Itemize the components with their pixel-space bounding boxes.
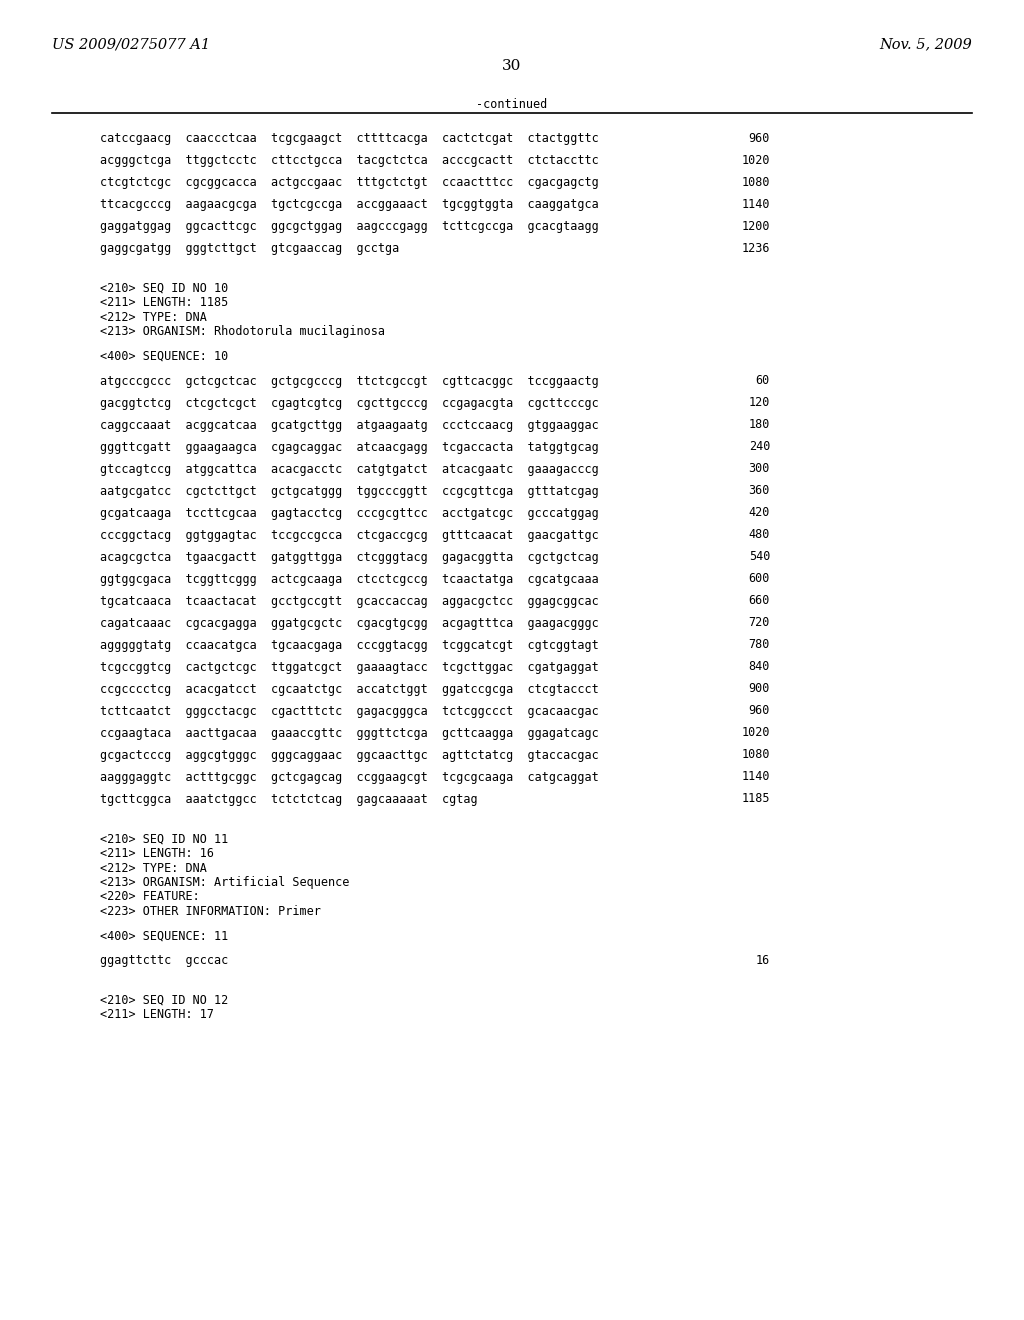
Text: 360: 360	[749, 484, 770, 498]
Text: catccgaacg  caaccctcaa  tcgcgaagct  cttttcacga  cactctcgat  ctactggttc: catccgaacg caaccctcaa tcgcgaagct cttttca…	[100, 132, 599, 145]
Text: acgggctcga  ttggctcctc  cttcctgcca  tacgctctca  acccgcactt  ctctaccttc: acgggctcga ttggctcctc cttcctgcca tacgctc…	[100, 154, 599, 168]
Text: 1140: 1140	[741, 198, 770, 211]
Text: 30: 30	[503, 59, 521, 73]
Text: ccgcccctcg  acacgatcct  cgcaatctgc  accatctggt  ggatccgcga  ctcgtaccct: ccgcccctcg acacgatcct cgcaatctgc accatct…	[100, 682, 599, 696]
Text: <211> LENGTH: 16: <211> LENGTH: 16	[100, 847, 214, 861]
Text: 720: 720	[749, 616, 770, 630]
Text: 180: 180	[749, 418, 770, 432]
Text: cagatcaaac  cgcacgagga  ggatgcgctc  cgacgtgcgg  acgagtttca  gaagacgggc: cagatcaaac cgcacgagga ggatgcgctc cgacgtg…	[100, 616, 599, 630]
Text: 1200: 1200	[741, 220, 770, 234]
Text: 420: 420	[749, 507, 770, 520]
Text: 1020: 1020	[741, 726, 770, 739]
Text: <212> TYPE: DNA: <212> TYPE: DNA	[100, 862, 207, 874]
Text: <220> FEATURE:: <220> FEATURE:	[100, 891, 200, 903]
Text: aatgcgatcc  cgctcttgct  gctgcatggg  tggcccggtt  ccgcgttcga  gtttatcgag: aatgcgatcc cgctcttgct gctgcatggg tggcccg…	[100, 484, 599, 498]
Text: <223> OTHER INFORMATION: Primer: <223> OTHER INFORMATION: Primer	[100, 906, 321, 917]
Text: tcgccggtcg  cactgctcgc  ttggatcgct  gaaaagtacc  tcgcttggac  cgatgaggat: tcgccggtcg cactgctcgc ttggatcgct gaaaagt…	[100, 660, 599, 673]
Text: -continued: -continued	[476, 98, 548, 111]
Text: aagggaggtc  actttgcggc  gctcgagcag  ccggaagcgt  tcgcgcaaga  catgcaggat: aagggaggtc actttgcggc gctcgagcag ccggaag…	[100, 771, 599, 784]
Text: 540: 540	[749, 550, 770, 564]
Text: cccggctacg  ggtggagtac  tccgccgcca  ctcgaccgcg  gtttcaacat  gaacgattgc: cccggctacg ggtggagtac tccgccgcca ctcgacc…	[100, 528, 599, 541]
Text: 16: 16	[756, 954, 770, 968]
Text: <213> ORGANISM: Rhodotorula mucilaginosa: <213> ORGANISM: Rhodotorula mucilaginosa	[100, 326, 385, 338]
Text: <211> LENGTH: 17: <211> LENGTH: 17	[100, 1008, 214, 1022]
Text: 600: 600	[749, 573, 770, 586]
Text: gaggatggag  ggcacttcgc  ggcgctggag  aagcccgagg  tcttcgccga  gcacgtaagg: gaggatggag ggcacttcgc ggcgctggag aagcccg…	[100, 220, 599, 234]
Text: ccgaagtaca  aacttgacaa  gaaaccgttc  gggttctcga  gcttcaagga  ggagatcagc: ccgaagtaca aacttgacaa gaaaccgttc gggttct…	[100, 726, 599, 739]
Text: ctcgtctcgc  cgcggcacca  actgccgaac  tttgctctgt  ccaactttcc  cgacgagctg: ctcgtctcgc cgcggcacca actgccgaac tttgctc…	[100, 176, 599, 189]
Text: acagcgctca  tgaacgactt  gatggttgga  ctcgggtacg  gagacggtta  cgctgctcag: acagcgctca tgaacgactt gatggttgga ctcgggt…	[100, 550, 599, 564]
Text: gacggtctcg  ctcgctcgct  cgagtcgtcg  cgcttgcccg  ccgagacgta  cgcttcccgc: gacggtctcg ctcgctcgct cgagtcgtcg cgcttgc…	[100, 396, 599, 409]
Text: 1140: 1140	[741, 771, 770, 784]
Text: <400> SEQUENCE: 10: <400> SEQUENCE: 10	[100, 350, 228, 363]
Text: 300: 300	[749, 462, 770, 475]
Text: 1236: 1236	[741, 242, 770, 255]
Text: gcgactcccg  aggcgtgggc  gggcaggaac  ggcaacttgc  agttctatcg  gtaccacgac: gcgactcccg aggcgtgggc gggcaggaac ggcaact…	[100, 748, 599, 762]
Text: 900: 900	[749, 682, 770, 696]
Text: <211> LENGTH: 1185: <211> LENGTH: 1185	[100, 297, 228, 309]
Text: 780: 780	[749, 639, 770, 652]
Text: ggagttcttc  gcccac: ggagttcttc gcccac	[100, 954, 228, 968]
Text: 1020: 1020	[741, 154, 770, 168]
Text: ttcacgcccg  aagaacgcga  tgctcgccga  accggaaact  tgcggtggta  caaggatgca: ttcacgcccg aagaacgcga tgctcgccga accggaa…	[100, 198, 599, 211]
Text: ggtggcgaca  tcggttcggg  actcgcaaga  ctcctcgccg  tcaactatga  cgcatgcaaa: ggtggcgaca tcggttcggg actcgcaaga ctcctcg…	[100, 573, 599, 586]
Text: gtccagtccg  atggcattca  acacgacctc  catgtgatct  atcacgaatc  gaaagacccg: gtccagtccg atggcattca acacgacctc catgtga…	[100, 462, 599, 475]
Text: 1185: 1185	[741, 792, 770, 805]
Text: <210> SEQ ID NO 11: <210> SEQ ID NO 11	[100, 833, 228, 846]
Text: 960: 960	[749, 705, 770, 718]
Text: 240: 240	[749, 441, 770, 454]
Text: agggggtatg  ccaacatgca  tgcaacgaga  cccggtacgg  tcggcatcgt  cgtcggtagt: agggggtatg ccaacatgca tgcaacgaga cccggta…	[100, 639, 599, 652]
Text: 120: 120	[749, 396, 770, 409]
Text: gggttcgatt  ggaagaagca  cgagcaggac  atcaacgagg  tcgaccacta  tatggtgcag: gggttcgatt ggaagaagca cgagcaggac atcaacg…	[100, 441, 599, 454]
Text: 660: 660	[749, 594, 770, 607]
Text: 1080: 1080	[741, 176, 770, 189]
Text: US 2009/0275077 A1: US 2009/0275077 A1	[52, 37, 210, 51]
Text: <210> SEQ ID NO 10: <210> SEQ ID NO 10	[100, 282, 228, 294]
Text: tcttcaatct  gggcctacgc  cgactttctc  gagacgggca  tctcggccct  gcacaacgac: tcttcaatct gggcctacgc cgactttctc gagacgg…	[100, 705, 599, 718]
Text: atgcccgccc  gctcgctcac  gctgcgcccg  ttctcgccgt  cgttcacggc  tccggaactg: atgcccgccc gctcgctcac gctgcgcccg ttctcgc…	[100, 375, 599, 388]
Text: 480: 480	[749, 528, 770, 541]
Text: <400> SEQUENCE: 11: <400> SEQUENCE: 11	[100, 929, 228, 942]
Text: caggccaaat  acggcatcaa  gcatgcttgg  atgaagaatg  ccctccaacg  gtggaaggac: caggccaaat acggcatcaa gcatgcttgg atgaaga…	[100, 418, 599, 432]
Text: tgcttcggca  aaatctggcc  tctctctcag  gagcaaaaat  cgtag: tgcttcggca aaatctggcc tctctctcag gagcaaa…	[100, 792, 477, 805]
Text: Nov. 5, 2009: Nov. 5, 2009	[880, 37, 972, 51]
Text: gcgatcaaga  tccttcgcaa  gagtacctcg  cccgcgttcc  acctgatcgc  gcccatggag: gcgatcaaga tccttcgcaa gagtacctcg cccgcgt…	[100, 507, 599, 520]
Text: tgcatcaaca  tcaactacat  gcctgccgtt  gcaccaccag  aggacgctcc  ggagcggcac: tgcatcaaca tcaactacat gcctgccgtt gcaccac…	[100, 594, 599, 607]
Text: 1080: 1080	[741, 748, 770, 762]
Text: 840: 840	[749, 660, 770, 673]
Text: <213> ORGANISM: Artificial Sequence: <213> ORGANISM: Artificial Sequence	[100, 876, 349, 888]
Text: <210> SEQ ID NO 12: <210> SEQ ID NO 12	[100, 994, 228, 1007]
Text: 960: 960	[749, 132, 770, 145]
Text: gaggcgatgg  gggtcttgct  gtcgaaccag  gcctga: gaggcgatgg gggtcttgct gtcgaaccag gcctga	[100, 242, 399, 255]
Text: 60: 60	[756, 375, 770, 388]
Text: <212> TYPE: DNA: <212> TYPE: DNA	[100, 312, 207, 323]
